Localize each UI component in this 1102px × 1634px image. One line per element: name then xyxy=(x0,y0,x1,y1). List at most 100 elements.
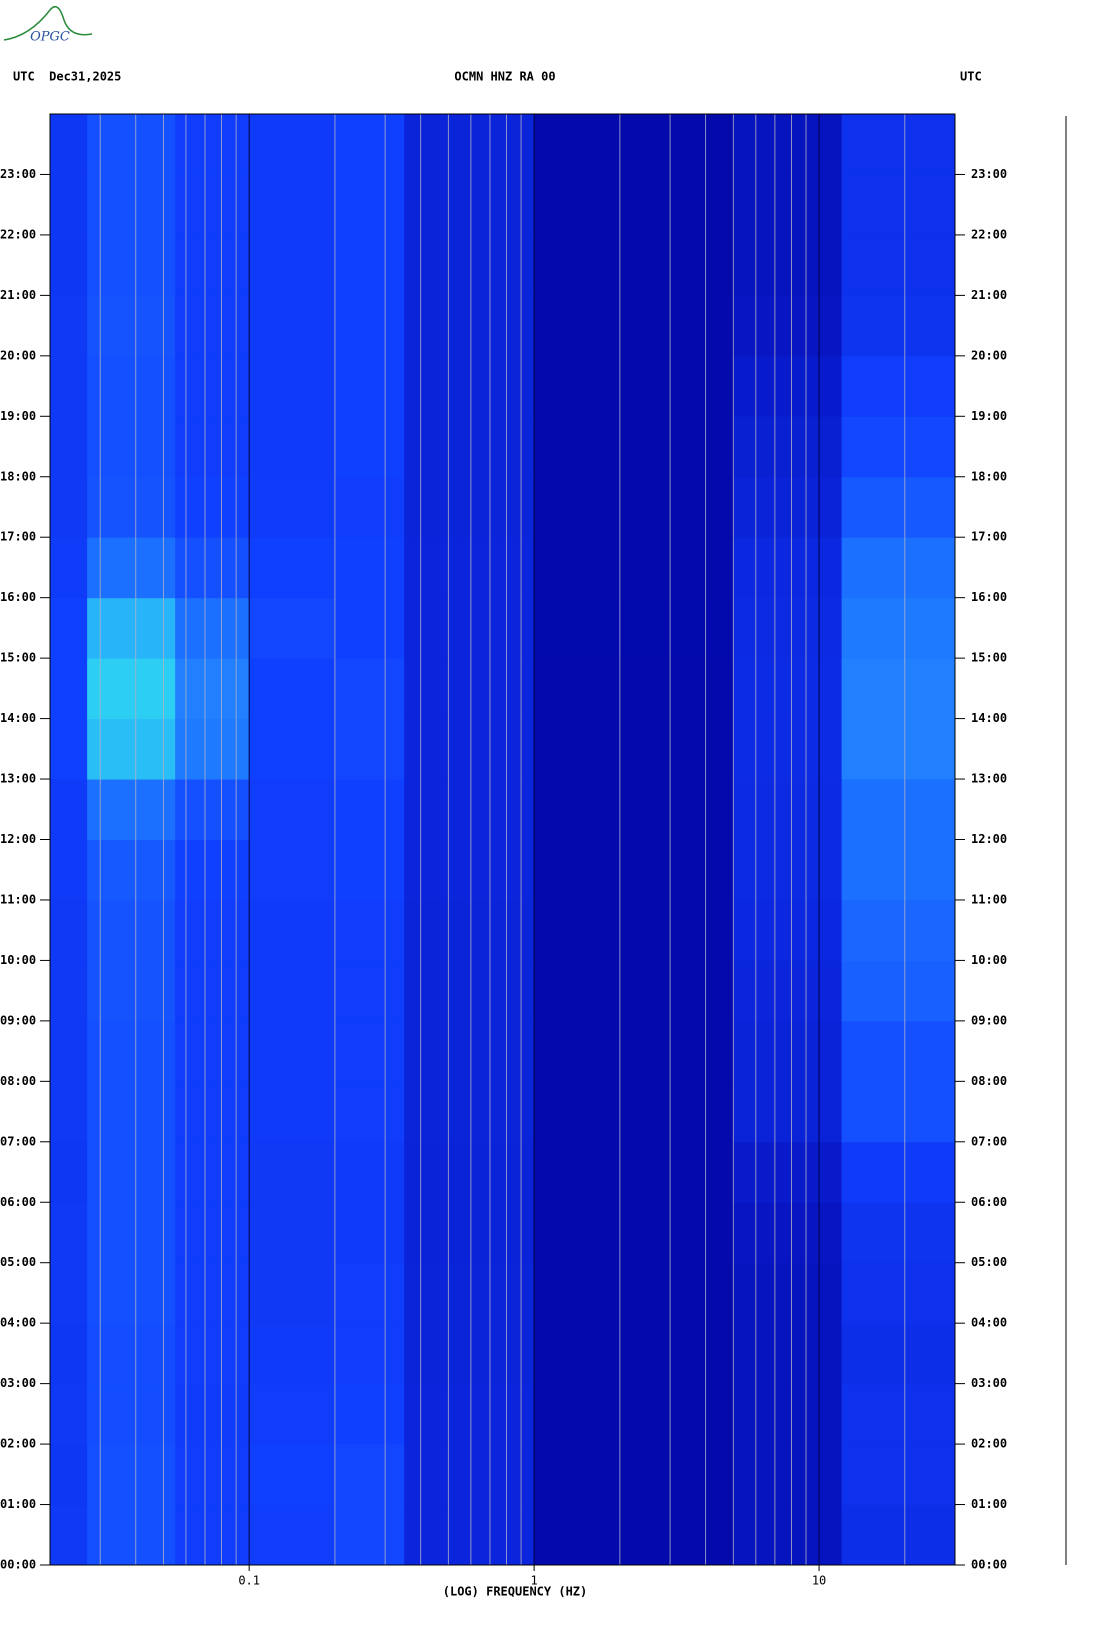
heatmap-cell xyxy=(249,416,336,478)
logo-text: OPGC xyxy=(30,30,70,45)
y-tick-label-left: 09:00 xyxy=(0,1013,36,1027)
y-tick-label-right: 09:00 xyxy=(971,1013,1007,1027)
heatmap-cell xyxy=(534,1444,734,1506)
y-tick-label-right: 04:00 xyxy=(971,1316,1007,1330)
heatmap-cell xyxy=(841,597,956,659)
heatmap-cell xyxy=(534,960,734,1022)
heatmap-cell xyxy=(733,1202,843,1264)
heatmap-cell xyxy=(841,839,956,901)
y-tick-label-left: 18:00 xyxy=(0,469,36,483)
heatmap-cell xyxy=(87,779,176,840)
y-tick-label-right: 14:00 xyxy=(971,711,1007,725)
heatmap-cell xyxy=(733,416,843,478)
heatmap-cell xyxy=(249,355,336,417)
heatmap-cell xyxy=(50,1141,88,1203)
x-tick-label: 10 xyxy=(812,1574,826,1588)
heatmap-cell xyxy=(534,597,734,659)
y-tick-label-right: 03:00 xyxy=(971,1376,1007,1390)
heatmap-cell xyxy=(841,1081,956,1143)
heatmap-cell xyxy=(733,1504,843,1566)
heatmap-cell xyxy=(50,1202,88,1264)
heatmap-cell xyxy=(404,234,535,296)
y-tick-label-left: 01:00 xyxy=(0,1497,36,1511)
heatmap-cell xyxy=(249,174,336,236)
heatmap-cell xyxy=(334,1141,405,1203)
y-tick-label-right: 12:00 xyxy=(971,832,1007,846)
heatmap-cell xyxy=(841,1504,956,1566)
heatmap-cell xyxy=(175,1504,250,1566)
heatmap-cell xyxy=(87,537,176,599)
x-tick-label: 0.1 xyxy=(238,1574,260,1588)
heatmap-cell xyxy=(50,476,88,538)
heatmap-cell xyxy=(334,416,405,478)
heatmap-cell xyxy=(841,295,956,357)
heatmap-cell xyxy=(87,899,176,961)
heatmap-cell xyxy=(534,114,734,175)
heatmap-cell xyxy=(404,537,535,599)
heatmap-cell xyxy=(175,597,250,659)
heatmap-cell xyxy=(87,1383,176,1445)
heatmap-cell xyxy=(733,114,843,175)
heatmap-cell xyxy=(534,899,734,961)
chart-title: OCMN HNZ RA 00 xyxy=(454,70,555,84)
heatmap-cell xyxy=(249,1444,336,1506)
y-tick-label-right: 06:00 xyxy=(971,1195,1007,1209)
heatmap-cell xyxy=(404,476,535,538)
heatmap-cell xyxy=(175,537,250,599)
heatmap-cell xyxy=(87,1141,176,1203)
heatmap-cell xyxy=(87,114,176,175)
heatmap-cell xyxy=(733,1323,843,1385)
heatmap-cell xyxy=(334,1323,405,1385)
heatmap-cell xyxy=(841,1141,956,1203)
y-tick-label-right: 13:00 xyxy=(971,772,1007,786)
x-axis-label: (LOG) FREQUENCY (HZ) xyxy=(443,1585,588,1599)
heatmap-cell xyxy=(841,355,956,417)
y-tick-label-right: 11:00 xyxy=(971,892,1007,906)
heatmap-cell xyxy=(175,114,250,175)
heatmap-cell xyxy=(534,718,734,780)
heatmap-cell xyxy=(50,960,88,1022)
y-tick-label-left: 21:00 xyxy=(0,288,36,302)
y-tick-label-left: 12:00 xyxy=(0,832,36,846)
heatmap-cell xyxy=(50,295,88,357)
heatmap-cell xyxy=(50,537,88,599)
heatmap-cell xyxy=(733,718,843,780)
heatmap-cell xyxy=(175,1020,250,1082)
heatmap-cell xyxy=(841,416,956,478)
heatmap-cell xyxy=(733,1081,843,1143)
heatmap-cell xyxy=(733,597,843,659)
heatmap-cell xyxy=(249,234,336,296)
heatmap-cell xyxy=(841,658,956,720)
heatmap-cell xyxy=(404,899,535,961)
logo: OPGC xyxy=(3,5,93,45)
heatmap-cell xyxy=(50,416,88,478)
heatmap-cell xyxy=(175,476,250,538)
heatmap-cell xyxy=(334,476,405,538)
heatmap-cell xyxy=(175,1383,250,1445)
heatmap-cell xyxy=(175,295,250,357)
heatmap-cell xyxy=(534,1081,734,1143)
heatmap-cell xyxy=(249,1141,336,1203)
heatmap-cell xyxy=(175,1444,250,1506)
heatmap-cell xyxy=(50,1081,88,1143)
heatmap-cell xyxy=(334,658,405,720)
heatmap-cell xyxy=(534,1141,734,1203)
y-tick-label-left: 06:00 xyxy=(0,1195,36,1209)
y-tick-label-left: 13:00 xyxy=(0,772,36,786)
heatmap-cell xyxy=(534,295,734,357)
heatmap-cell xyxy=(534,537,734,599)
heatmap-cell xyxy=(249,779,336,840)
y-tick-label-right: 10:00 xyxy=(971,953,1007,967)
y-tick-label-left: 04:00 xyxy=(0,1316,36,1330)
heatmap-cell xyxy=(334,1262,405,1324)
y-tick-label-right: 00:00 xyxy=(971,1558,1007,1572)
heatmap-cell xyxy=(733,295,843,357)
heatmap-cell xyxy=(175,234,250,296)
heatmap-cell xyxy=(534,839,734,901)
heatmap-cell xyxy=(841,1444,956,1506)
heatmap-cell xyxy=(50,1323,88,1385)
heatmap-cell xyxy=(249,114,336,175)
y-tick-label-left: 05:00 xyxy=(0,1255,36,1269)
heatmap-cell xyxy=(249,476,336,538)
